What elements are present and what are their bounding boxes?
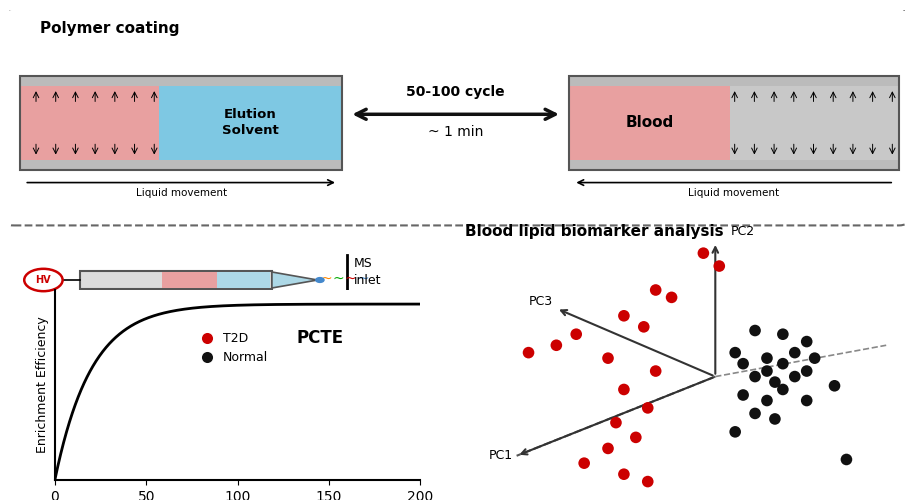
Point [800,367,814,375]
Text: PCTE: PCTE [296,329,344,347]
Text: Blood lipid biomarker analysis: Blood lipid biomarker analysis [465,224,724,238]
Point [549,342,564,349]
Polygon shape [272,272,318,288]
Point [748,372,762,380]
Point [760,396,774,404]
Point [736,391,750,399]
Point [577,459,591,467]
Text: PC1: PC1 [489,450,513,462]
Bar [218,272,270,288]
Point [600,354,615,362]
Bar [163,272,218,288]
Text: MS
inlet: MS inlet [354,257,382,287]
Text: Liquid movement: Liquid movement [135,188,227,198]
Point [776,330,791,338]
Bar [569,86,730,160]
Bar [569,76,898,170]
Point [728,348,742,356]
Text: ~: ~ [345,272,356,285]
Point [629,434,643,442]
Point [569,330,583,338]
Circle shape [316,278,324,282]
Point [748,326,762,334]
Bar [20,86,159,160]
Point [521,348,536,356]
Text: HV: HV [36,275,51,285]
Point [664,294,679,302]
Bar [20,76,343,170]
Bar [80,270,272,289]
Point [800,338,814,345]
Text: Liquid movement: Liquid movement [688,188,780,198]
Bar [20,76,343,86]
Text: ~: ~ [320,272,332,285]
Text: Blood: Blood [625,116,674,130]
Point [696,249,711,257]
Point [617,312,632,320]
Point [760,354,774,362]
Text: PC3: PC3 [528,294,553,308]
Point [600,444,615,452]
Point [636,323,651,331]
Point [788,372,802,380]
Text: 50-100 cycle: 50-100 cycle [407,85,505,99]
Point [641,478,655,486]
Circle shape [25,269,62,291]
Point [728,428,742,436]
Point [776,386,791,394]
Point [648,367,663,375]
Y-axis label: Enrichment Efficiency: Enrichment Efficiency [37,316,49,454]
Bar [730,86,898,160]
Point [776,360,791,368]
Point [617,470,632,478]
Point [807,354,822,362]
Bar [569,160,898,170]
Point [788,348,802,356]
Point [768,378,782,386]
Text: ~ 1 min: ~ 1 min [428,125,484,139]
Point [760,367,774,375]
Point [839,456,854,464]
Text: Elution
Solvent: Elution Solvent [222,108,279,138]
Text: PC2: PC2 [731,226,755,238]
Bar [569,76,898,86]
Point [827,382,842,390]
Point [748,410,762,418]
Point [800,396,814,404]
Text: ~: ~ [333,272,344,285]
Bar [20,160,343,170]
FancyBboxPatch shape [3,9,909,226]
Point [736,360,750,368]
Text: ~: ~ [357,272,368,285]
Point [768,415,782,423]
Point [617,386,632,394]
Legend: T2D, Normal: T2D, Normal [189,327,273,370]
Text: Polymer coating: Polymer coating [40,21,180,36]
Point [641,404,655,412]
Point [609,418,623,426]
Bar [159,86,343,160]
Point [648,286,663,294]
Point [712,262,727,270]
